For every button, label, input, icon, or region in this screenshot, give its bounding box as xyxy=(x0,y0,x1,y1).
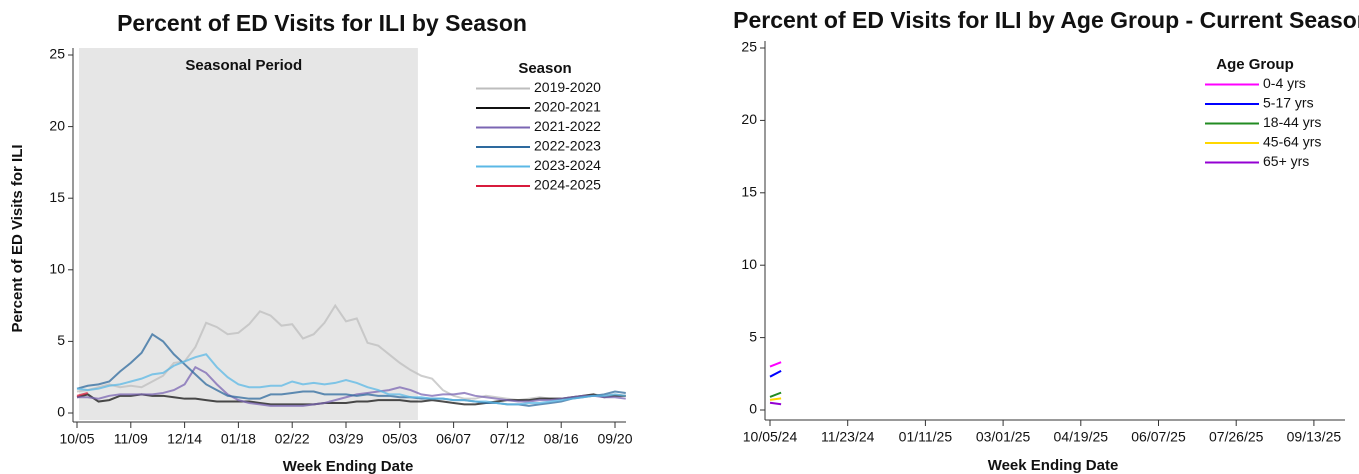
series-line xyxy=(769,401,782,406)
y-tick-label: 5 xyxy=(749,328,757,344)
legend-label: 18-44 yrs xyxy=(1263,114,1321,130)
x-axis-label: Week Ending Date xyxy=(988,457,1119,474)
y-axis-label: Percent of ED Visits for ILI xyxy=(9,144,26,332)
seasonal-period-label: Seasonal Period xyxy=(185,57,302,74)
series-line xyxy=(76,391,89,397)
x-tick-label: 02/22 xyxy=(275,431,310,447)
legend-label: 5-17 yrs xyxy=(1263,95,1314,111)
series-line xyxy=(769,397,782,401)
y-tick-label: 20 xyxy=(741,111,757,127)
x-tick-label: 08/16 xyxy=(544,431,579,447)
legend-label: 2022-2023 xyxy=(534,138,601,154)
x-tick-label: 01/18 xyxy=(221,431,256,447)
x-tick-label: 10/05/24 xyxy=(743,429,798,445)
legend-label: 45-64 yrs xyxy=(1263,134,1321,150)
legend-label: 0-4 yrs xyxy=(1263,75,1306,91)
series-line xyxy=(76,332,626,407)
y-tick-label: 5 xyxy=(57,332,65,348)
legend-label: 2024-2025 xyxy=(534,177,601,193)
x-tick-label: 01/11/25 xyxy=(899,429,953,445)
y-tick-label: 20 xyxy=(49,117,65,133)
series-line xyxy=(769,370,782,378)
y-tick-label: 10 xyxy=(741,256,757,272)
legend-label: 65+ yrs xyxy=(1263,153,1309,169)
legend-label: 2019-2020 xyxy=(534,79,601,95)
x-tick-label: 11/09 xyxy=(114,431,148,447)
y-tick-label: 10 xyxy=(49,261,65,277)
x-tick-label: 03/01/25 xyxy=(976,429,1031,445)
legend-label: 2023-2024 xyxy=(534,157,601,173)
legend-label: 2021-2022 xyxy=(534,118,601,134)
series-line xyxy=(76,353,626,406)
legend-label: 2020-2021 xyxy=(534,99,601,115)
legend-title: Age Group xyxy=(1216,56,1294,73)
chart-title: Percent of ED Visits for ILI by Age Grou… xyxy=(733,7,1359,33)
x-tick-label: 10/05 xyxy=(59,431,94,447)
x-tick-label: 06/07 xyxy=(436,431,471,447)
x-tick-label: 05/03 xyxy=(382,431,417,447)
series-line xyxy=(769,361,782,368)
x-axis-label: Week Ending Date xyxy=(283,458,414,474)
y-tick-label: 0 xyxy=(57,404,65,420)
chart-title: Percent of ED Visits for ILI by Season xyxy=(117,10,527,36)
y-tick-label: 15 xyxy=(49,189,65,205)
y-tick-label: 25 xyxy=(741,39,757,55)
x-tick-label: 09/20 xyxy=(597,431,632,447)
x-tick-label: 06/07/25 xyxy=(1131,429,1186,445)
x-tick-label: 07/12 xyxy=(490,431,525,447)
x-tick-label: 09/13/25 xyxy=(1287,429,1342,445)
series-line xyxy=(769,391,782,398)
legend-title: Season xyxy=(518,60,571,77)
x-tick-label: 11/23/24 xyxy=(821,429,875,445)
x-tick-label: 07/26/25 xyxy=(1209,429,1264,445)
y-tick-label: 0 xyxy=(749,401,757,417)
x-tick-label: 12/14 xyxy=(167,431,202,447)
series-line xyxy=(76,393,626,406)
x-tick-label: 04/19/25 xyxy=(1054,429,1109,445)
x-tick-label: 03/29 xyxy=(328,431,363,447)
y-tick-label: 25 xyxy=(49,46,65,62)
y-tick-label: 15 xyxy=(741,184,757,200)
